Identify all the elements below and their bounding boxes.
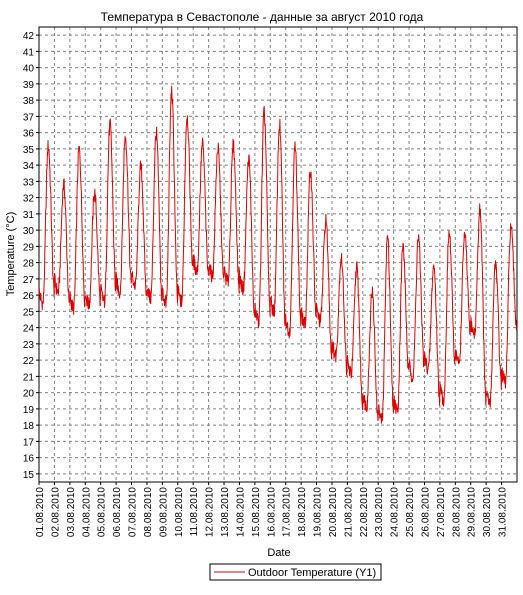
y-tick-label: 23 (23, 340, 35, 351)
series-line-outdoor-temperature (38, 85, 518, 424)
plot-area-frame (38, 26, 518, 483)
y-tick-label: 33 (23, 177, 35, 188)
x-tick-label: 27.08.2010 (436, 487, 447, 537)
x-tick-label: 24.08.2010 (390, 487, 401, 537)
y-tick-label: 24 (23, 324, 35, 335)
x-tick-label: 11.08.2010 (189, 487, 200, 537)
y-tick-label: 41 (23, 47, 35, 58)
x-tick-label: 07.08.2010 (128, 487, 139, 537)
y-tick-label: 40 (23, 64, 35, 75)
x-tick-label: 13.08.2010 (220, 487, 231, 537)
y-tick-label: 32 (23, 194, 35, 205)
y-tick-label: 29 (23, 242, 35, 253)
x-tick-label: 31.08.2010 (498, 487, 509, 537)
x-tick-label: 25.08.2010 (405, 487, 416, 537)
x-tick-label: 10.08.2010 (174, 487, 185, 537)
y-axis-label: Temperature (°C) (5, 212, 17, 296)
y-tick-label: 26 (23, 291, 35, 302)
x-tick-label: 30.08.2010 (482, 487, 493, 537)
x-tick-label: 16.08.2010 (266, 487, 277, 537)
y-tick-label: 34 (23, 161, 35, 172)
x-tick-label: 15.08.2010 (251, 487, 262, 537)
x-tick-label: 29.08.2010 (467, 487, 478, 537)
x-axis: 01.08.2010 02.08.2010 03.08.2010 04.08.2010… (35, 482, 509, 537)
legend: Outdoor Temperature (Y1) (209, 563, 382, 581)
x-tick-label: 18.08.2010 (297, 487, 308, 537)
y-tick-label: 35 (23, 145, 35, 156)
y-tick-label: 19 (23, 405, 35, 416)
chart-title: Температура в Севастополе - данные за ав… (101, 10, 424, 24)
x-tick-label: 23.08.2010 (374, 487, 385, 537)
y-tick-label: 17 (23, 437, 35, 448)
x-tick-label: 26.08.2010 (420, 487, 431, 537)
y-tick-label: 37 (23, 112, 35, 123)
x-tick-label: 17.08.2010 (282, 487, 293, 537)
y-tick-label: 39 (23, 80, 35, 91)
y-tick-label: 15 (23, 470, 35, 481)
y-tick-label: 36 (23, 129, 35, 140)
x-tick-label: 01.08.2010 (35, 487, 46, 537)
y-tick-label: 22 (23, 356, 35, 367)
x-tick-label: 22.08.2010 (359, 487, 370, 537)
x-tick-label: 21.08.2010 (343, 487, 354, 537)
x-tick-label: 08.08.2010 (143, 487, 154, 537)
y-tick-label: 25 (23, 307, 35, 318)
x-tick-label: 05.08.2010 (97, 487, 108, 537)
x-tick-label: 28.08.2010 (451, 487, 462, 537)
x-tick-label: 19.08.2010 (313, 487, 324, 537)
y-tick-label: 27 (23, 275, 35, 286)
x-tick-label: 03.08.2010 (66, 487, 77, 537)
x-tick-label: 20.08.2010 (328, 487, 339, 537)
y-tick-label: 21 (23, 372, 35, 383)
y-axis: 15 16 17 18 19 20 21 22 23 24 25 26 27 28 29 30 31 32 33 34… (23, 31, 39, 481)
y-tick-label: 16 (23, 454, 35, 465)
x-tick-label: 09.08.2010 (158, 487, 169, 537)
y-tick-label: 42 (23, 31, 35, 42)
x-axis-label: Date (267, 547, 290, 559)
legend-label: Outdoor Temperature (Y1) (248, 567, 376, 579)
x-tick-label: 12.08.2010 (205, 487, 216, 537)
legend-box (209, 563, 382, 581)
series-layer (38, 85, 518, 424)
x-tick-label: 04.08.2010 (81, 487, 92, 537)
x-tick-label: 06.08.2010 (112, 487, 123, 537)
y-tick-label: 38 (23, 96, 35, 107)
y-tick-label: 18 (23, 421, 35, 432)
x-tick-label: 14.08.2010 (235, 487, 246, 537)
y-tick-label: 31 (23, 210, 35, 221)
y-tick-label: 20 (23, 389, 35, 400)
y-tick-label: 30 (23, 226, 35, 237)
y-tick-label: 28 (23, 259, 35, 270)
x-tick-label: 02.08.2010 (50, 487, 61, 537)
